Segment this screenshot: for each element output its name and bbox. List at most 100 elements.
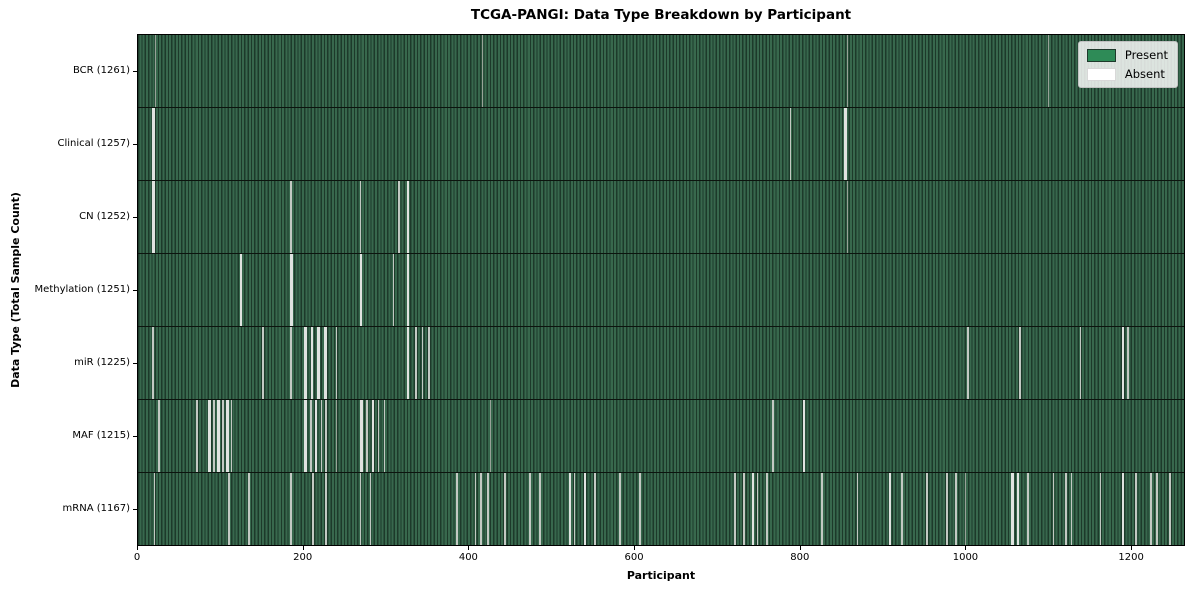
absent-stripe [415,327,417,399]
absent-stripe [846,35,848,107]
absent-stripe [157,400,160,472]
absent-stripe [366,400,368,472]
absent-stripe [304,327,307,399]
absent-stripe [1064,473,1067,545]
absent-stripe [766,473,769,545]
x-axis-label: Participant [626,569,696,582]
absent-stripe [594,473,597,545]
absent-stripe [1150,473,1152,545]
absent-swatch [1086,67,1116,81]
x-tick-label: 0 [133,552,141,563]
absent-stripe [504,473,506,545]
y-tick-label: Clinical (1257) [57,137,131,149]
heatmap-row-maf [138,399,1184,472]
absent-stripe [619,473,621,545]
absent-stripe [290,327,292,399]
absent-stripe [304,400,307,472]
absent-stripe [1047,35,1049,107]
x-tick-label: 600 [624,552,644,563]
x-tick-label: 1000 [952,552,979,563]
absent-stripe [153,473,156,545]
absent-stripe [539,473,541,545]
heatmap-row-mir [138,326,1184,399]
absent-stripe [821,473,823,545]
heatmap-row-mrna [138,472,1184,545]
absent-stripe [945,473,948,545]
legend-entry-present: Present [1086,48,1168,62]
absent-stripe [324,327,327,399]
absent-stripe [789,108,792,180]
absent-stripe [743,473,745,545]
absent-stripe [967,327,969,399]
legend-entry-absent: Absent [1086,67,1168,81]
absent-stripe [1016,473,1020,545]
absent-stripe [926,473,928,545]
absent-stripe [583,473,587,545]
x-tick-label: 1200 [1118,552,1144,563]
absent-stripe [247,473,250,545]
absent-stripe [481,35,484,107]
absent-stripe [844,108,847,180]
absent-stripe [239,254,243,326]
absent-stripe [195,400,198,472]
x-tick-mark [799,546,801,550]
y-tick-label: Methylation (1251) [34,284,130,295]
absent-stripe [486,473,489,545]
absent-stripe [1011,473,1014,545]
present-swatch [1086,48,1116,62]
absent-stripe [474,473,477,545]
absent-stripe [490,400,492,472]
absent-stripe [802,400,806,472]
legend: Present Absent [1077,41,1178,88]
absent-stripe [290,181,292,253]
absent-stripe [309,400,312,472]
absent-stripe [1135,473,1137,545]
absent-stripe [290,473,292,545]
absent-stripe [1121,327,1125,399]
absent-stripe [756,473,759,545]
y-tick-mark [133,70,137,72]
absent-stripe [1026,473,1029,545]
absent-stripe [480,473,482,545]
absent-stripe [320,400,323,472]
absent-stripe [152,181,155,253]
x-tick-mark [1131,546,1133,550]
absent-stripe [406,327,410,399]
y-axis-label: Data Type (Total Sample Count) [9,192,22,388]
absent-stripe [1079,327,1082,399]
heatmap-row-cn [138,180,1184,253]
absent-stripe [312,473,315,545]
x-tick-mark [634,546,636,550]
absent-stripe [310,327,314,399]
legend-label: Absent [1124,67,1165,81]
x-tick-mark [137,546,138,550]
y-tick-mark [133,216,137,218]
x-tick-mark [302,546,304,550]
absent-stripe [846,181,848,253]
absent-stripe [324,473,327,545]
absent-stripe [335,327,338,399]
y-tick-mark [133,143,137,145]
heatmap-row-bcr [138,35,1184,107]
legend-label: Present [1124,48,1168,62]
y-tick-label: miR (1225) [74,357,130,369]
absent-stripe [1155,473,1158,545]
absent-stripe [154,35,156,107]
absent-stripe [228,473,230,545]
absent-stripe [314,400,318,472]
absent-stripe [230,400,233,472]
absent-stripe [406,254,410,326]
absent-stripe [359,181,362,253]
absent-stripe [573,473,576,545]
absent-stripe [888,473,892,545]
absent-stripe [398,181,401,253]
absent-stripe [324,400,327,472]
absent-stripe [856,473,859,545]
absent-stripe [383,400,386,472]
absent-stripe [335,400,337,472]
x-tick-label: 200 [293,552,313,563]
absent-stripe [421,327,424,399]
absent-stripe [1169,473,1171,545]
absent-stripe [734,473,736,545]
